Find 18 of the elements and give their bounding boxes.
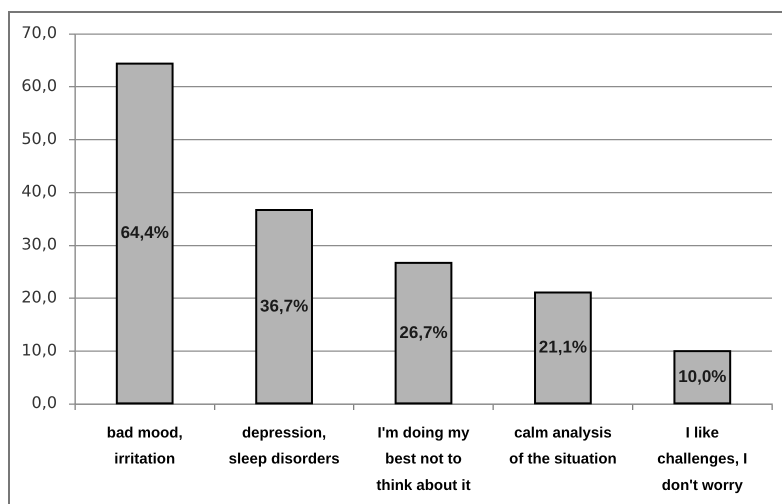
x-tick-label: I'm doing my best not to think about it <box>376 424 471 494</box>
x-tick-label: calm analysis of the situation <box>509 424 617 468</box>
y-tick-label: 30,0 <box>21 234 57 254</box>
y-tick-label: 40,0 <box>21 182 57 201</box>
y-tick-label: 20,0 <box>21 287 57 306</box>
data-label: 21,1% <box>538 338 587 357</box>
y-tick-label: 60,0 <box>21 76 57 96</box>
data-label: 26,7% <box>399 322 448 342</box>
y-tick-label: 0,0 <box>32 393 57 412</box>
y-tick-label: 10,0 <box>21 340 57 360</box>
y-tick-label: 70,0 <box>21 23 57 42</box>
data-label: 64,4% <box>120 223 169 242</box>
x-tick-label: I like challenges, I don't worry <box>657 424 748 494</box>
data-label: 10,0% <box>678 366 726 386</box>
data-label: 36,7% <box>260 296 308 316</box>
y-tick-label: 50,0 <box>21 128 57 148</box>
x-tick-label: depression, sleep disorders <box>228 424 340 468</box>
x-tick-label: bad mood, irritation <box>106 424 183 468</box>
